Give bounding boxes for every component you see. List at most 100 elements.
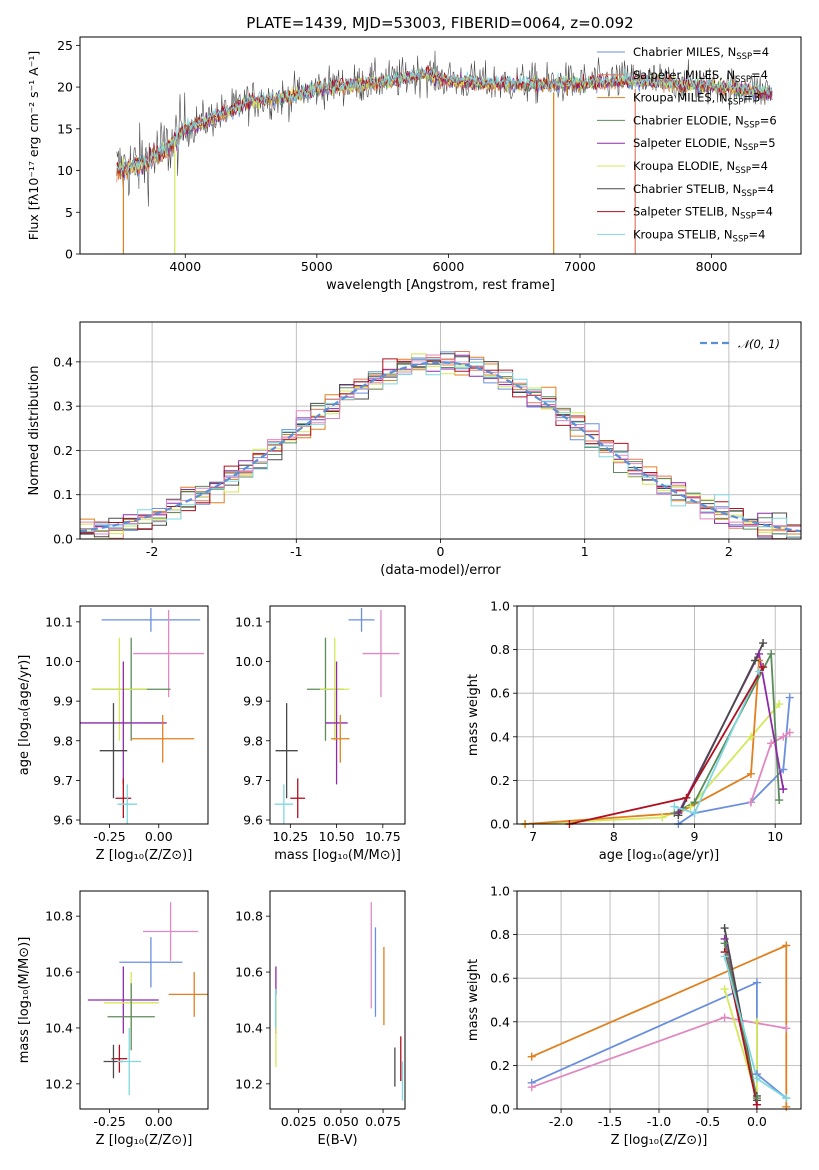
- x-tick-label: 0.075: [365, 1114, 401, 1129]
- x-axis-label: wavelength [Angstrom, rest frame]: [326, 278, 555, 293]
- x-tick-label: 8: [610, 829, 618, 844]
- y-tick-label: 10.8: [45, 909, 73, 924]
- y-tick-label: 0.3: [53, 399, 73, 414]
- y-tick-label: 1.0: [490, 599, 510, 614]
- massweight-marker: [690, 809, 699, 818]
- legend-label-base: Kroupa STELIB, N: [633, 227, 733, 241]
- x-tick-label: 0.00: [145, 1114, 173, 1129]
- massweight-marker: [720, 985, 729, 994]
- y-tick-label: 10.6: [235, 965, 263, 980]
- x-tick-label: -1.5: [598, 1114, 622, 1129]
- x-tick-label: 1: [581, 544, 589, 559]
- normal-curve-line: [80, 361, 801, 533]
- y-tick-label: 20: [57, 80, 73, 95]
- y-tick-label: 9.9: [243, 694, 263, 709]
- massweight-series-line: [525, 660, 760, 824]
- x-axis-label: Z [log₁₀(Z/Z⊙)]: [96, 1133, 193, 1148]
- x-tick-label: 5000: [301, 259, 333, 274]
- y-tick-label: 9.8: [53, 733, 73, 748]
- legend-label-sub: SSP: [733, 234, 749, 244]
- y-tick-label: 0.8: [490, 642, 510, 657]
- massweight-marker: [752, 1100, 761, 1109]
- y-tick-label: 10.0: [235, 654, 263, 669]
- massweight-series-line: [750, 731, 791, 803]
- x-tick-label: 7000: [564, 259, 596, 274]
- age-vs-metallicity-panel: -0.25 0.00 9.6 9.7 9.8 9.9 10.0 10.1 Z [log₁₀(Z/…: [17, 605, 209, 863]
- axes-frame: [516, 605, 802, 825]
- legend-label: Salpeter STELIB, NSSP=4: [633, 205, 773, 222]
- massweight-marker: [690, 798, 699, 807]
- histogram-series-step: [80, 351, 801, 539]
- x-tick-label: 7: [529, 829, 537, 844]
- x-tick-label: -2: [146, 544, 158, 559]
- y-tick-label: 0: [65, 247, 73, 262]
- x-axis-label: E(B-V): [317, 1133, 357, 1148]
- y-tick-label: 0.4: [490, 1014, 510, 1029]
- y-axis-label: Normed distribution: [27, 366, 42, 496]
- plot-area: [274, 902, 404, 1101]
- x-tick-label: 0: [437, 544, 445, 559]
- legend-label-tail: =4: [752, 45, 769, 59]
- y-tick-label: 10.4: [235, 1020, 263, 1035]
- x-axis-label: mass [log₁₀(M/M⊙)]: [274, 848, 401, 863]
- y-axis-label: mass weight: [466, 674, 481, 756]
- y-tick-label: 0.2: [490, 773, 510, 788]
- massweight-marker: [759, 639, 768, 648]
- legend-label-sub: SSP: [728, 98, 744, 108]
- legend-label-sub: SSP: [744, 120, 760, 130]
- y-tick-label: 10.1: [235, 614, 263, 629]
- legend-label-base: Kroupa MILES, N: [633, 91, 728, 105]
- y-tick-label: 0.2: [53, 443, 73, 458]
- x-tick-label: -0.5: [696, 1114, 720, 1129]
- x-tick-label: -2.0: [549, 1114, 573, 1129]
- x-axis-label: Z [log₁₀(Z/Z⊙)]: [96, 848, 193, 863]
- x-axis-label: age [log₁₀(age/yr)]: [599, 848, 720, 863]
- massweight-marker: [658, 813, 667, 822]
- plot-area: [525, 642, 791, 824]
- massweight-marker: [782, 1094, 791, 1103]
- massweight-vs-metallicity-panel: -2.0 -1.5 -1.0 -0.5 0.0 0.0 0.2 0.4 0.6 0.8 1.0 Z […: [466, 884, 802, 1148]
- legend-normal-label: 𝒩(0, 1): [738, 337, 780, 351]
- massweight-marker: [779, 785, 788, 794]
- massweight-marker: [720, 1013, 729, 1022]
- legend-label-base: Chabrier STELIB, N: [633, 182, 741, 196]
- x-tick-label: -0.25: [93, 829, 125, 844]
- y-tick-label: 10.1: [45, 614, 73, 629]
- y-tick-label: 0.0: [53, 532, 73, 547]
- legend-label-sub: SSP: [743, 143, 759, 153]
- y-tick-label: 9.6: [53, 813, 73, 828]
- massweight-marker: [752, 1017, 761, 1026]
- x-tick-label: 2: [725, 544, 733, 559]
- y-tick-label: 25: [57, 38, 73, 53]
- legend-label: Kroupa MILES, NSSP=3: [633, 91, 760, 108]
- y-axis-label: Flux [fλ10⁻¹⁷ erg cm⁻² s⁻¹ A⁻¹]: [26, 51, 41, 240]
- y-tick-label: 1.0: [490, 884, 510, 899]
- massweight-marker: [782, 1102, 791, 1111]
- legend-label-tail: =6: [760, 113, 777, 127]
- massweight-marker: [720, 952, 729, 961]
- massweight-marker: [686, 802, 695, 811]
- massweight-marker: [782, 941, 791, 950]
- spectrum-series-line: [116, 66, 773, 174]
- histogram-series-step: [80, 357, 801, 538]
- legend-label-base: Kroupa ELODIE, N: [633, 159, 735, 173]
- y-tick-label: 10.8: [235, 909, 263, 924]
- legend-label: Chabrier MILES, NSSP=4: [633, 45, 769, 62]
- massweight-marker: [775, 700, 784, 709]
- legend-label-tail: =3: [743, 91, 760, 105]
- legend-label: Salpeter ELODIE, NSSP=5: [633, 136, 776, 153]
- massweight-marker: [779, 732, 788, 741]
- y-tick-label: 0.6: [490, 686, 510, 701]
- legend-label-sub: SSP: [740, 212, 756, 222]
- massweight-marker: [752, 978, 761, 987]
- x-tick-label: 10.25: [272, 829, 308, 844]
- massweight-marker: [751, 656, 760, 665]
- massweight-marker: [775, 796, 784, 805]
- spectrum-series-line: [116, 65, 773, 179]
- massweight-marker: [785, 693, 794, 702]
- massweight-marker: [759, 663, 768, 672]
- x-axis-label: (data-model)/error: [380, 563, 501, 578]
- massweight-marker: [782, 1024, 791, 1033]
- axes-frame: [79, 36, 802, 255]
